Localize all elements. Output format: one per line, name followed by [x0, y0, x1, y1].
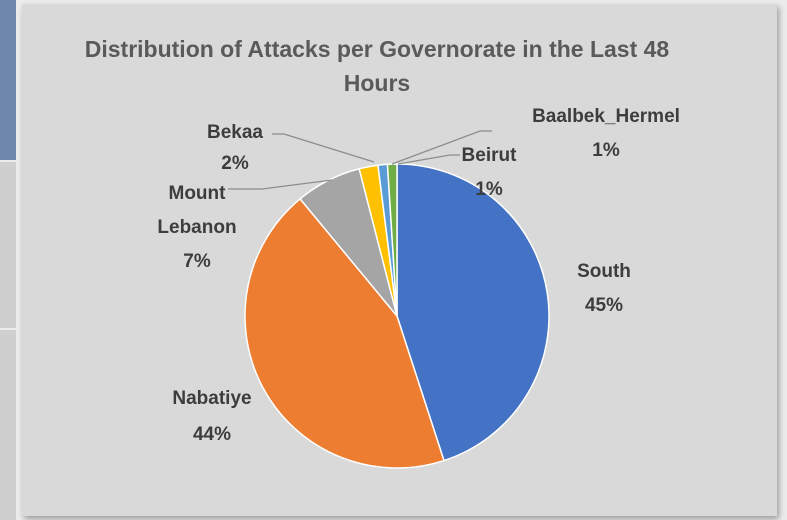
leader-line-baalbek-hermel — [391, 130, 492, 165]
data-label-value-beirut: 1% — [475, 179, 503, 200]
data-label-value-bekaa: 2% — [221, 153, 249, 174]
data-label-value-mount-lebanon: 7% — [183, 251, 211, 272]
data-label-value-baalbek-hermel: 1% — [592, 140, 620, 161]
data-label-category-nabatiye: Nabatiye — [172, 388, 251, 409]
leader-line-bekaa — [272, 133, 375, 163]
background-panel-strip — [0, 162, 16, 328]
leader-line-mount-lebanon — [228, 179, 333, 190]
pie-slices — [244, 163, 550, 469]
data-label-category-beirut: Beirut — [462, 145, 518, 166]
background-panel-strip — [0, 0, 16, 160]
data-label-value-south: 45% — [585, 295, 623, 316]
data-label-category-baalbek-hermel: Baalbek_Hermel — [532, 106, 680, 127]
pie-slice-south — [396, 163, 550, 462]
data-label-category-mount-lebanon: Lebanon — [157, 217, 236, 238]
background-panel-strip — [0, 330, 16, 520]
data-label-category-bekaa: Bekaa — [207, 122, 263, 143]
pie-slice-nabatiye — [244, 197, 445, 469]
pie-chart: South 45% Nabatiye 44% Mount Lebanon 7% Bekaa 2%… — [157, 106, 680, 469]
chart-panel: Distribution of Attacks per Governorate … — [22, 4, 777, 516]
leader-line-beirut — [397, 154, 460, 165]
leader-lines — [228, 130, 492, 190]
data-label-category-mount-lebanon: Mount — [169, 183, 227, 204]
chart-title: Distribution of Attacks per Governorate … — [84, 36, 670, 96]
data-labels: South 45% Nabatiye 44% Mount Lebanon 7% Bekaa 2%… — [157, 106, 680, 445]
data-label-value-nabatiye: 44% — [193, 424, 231, 445]
data-label-category-south: South — [577, 261, 631, 282]
